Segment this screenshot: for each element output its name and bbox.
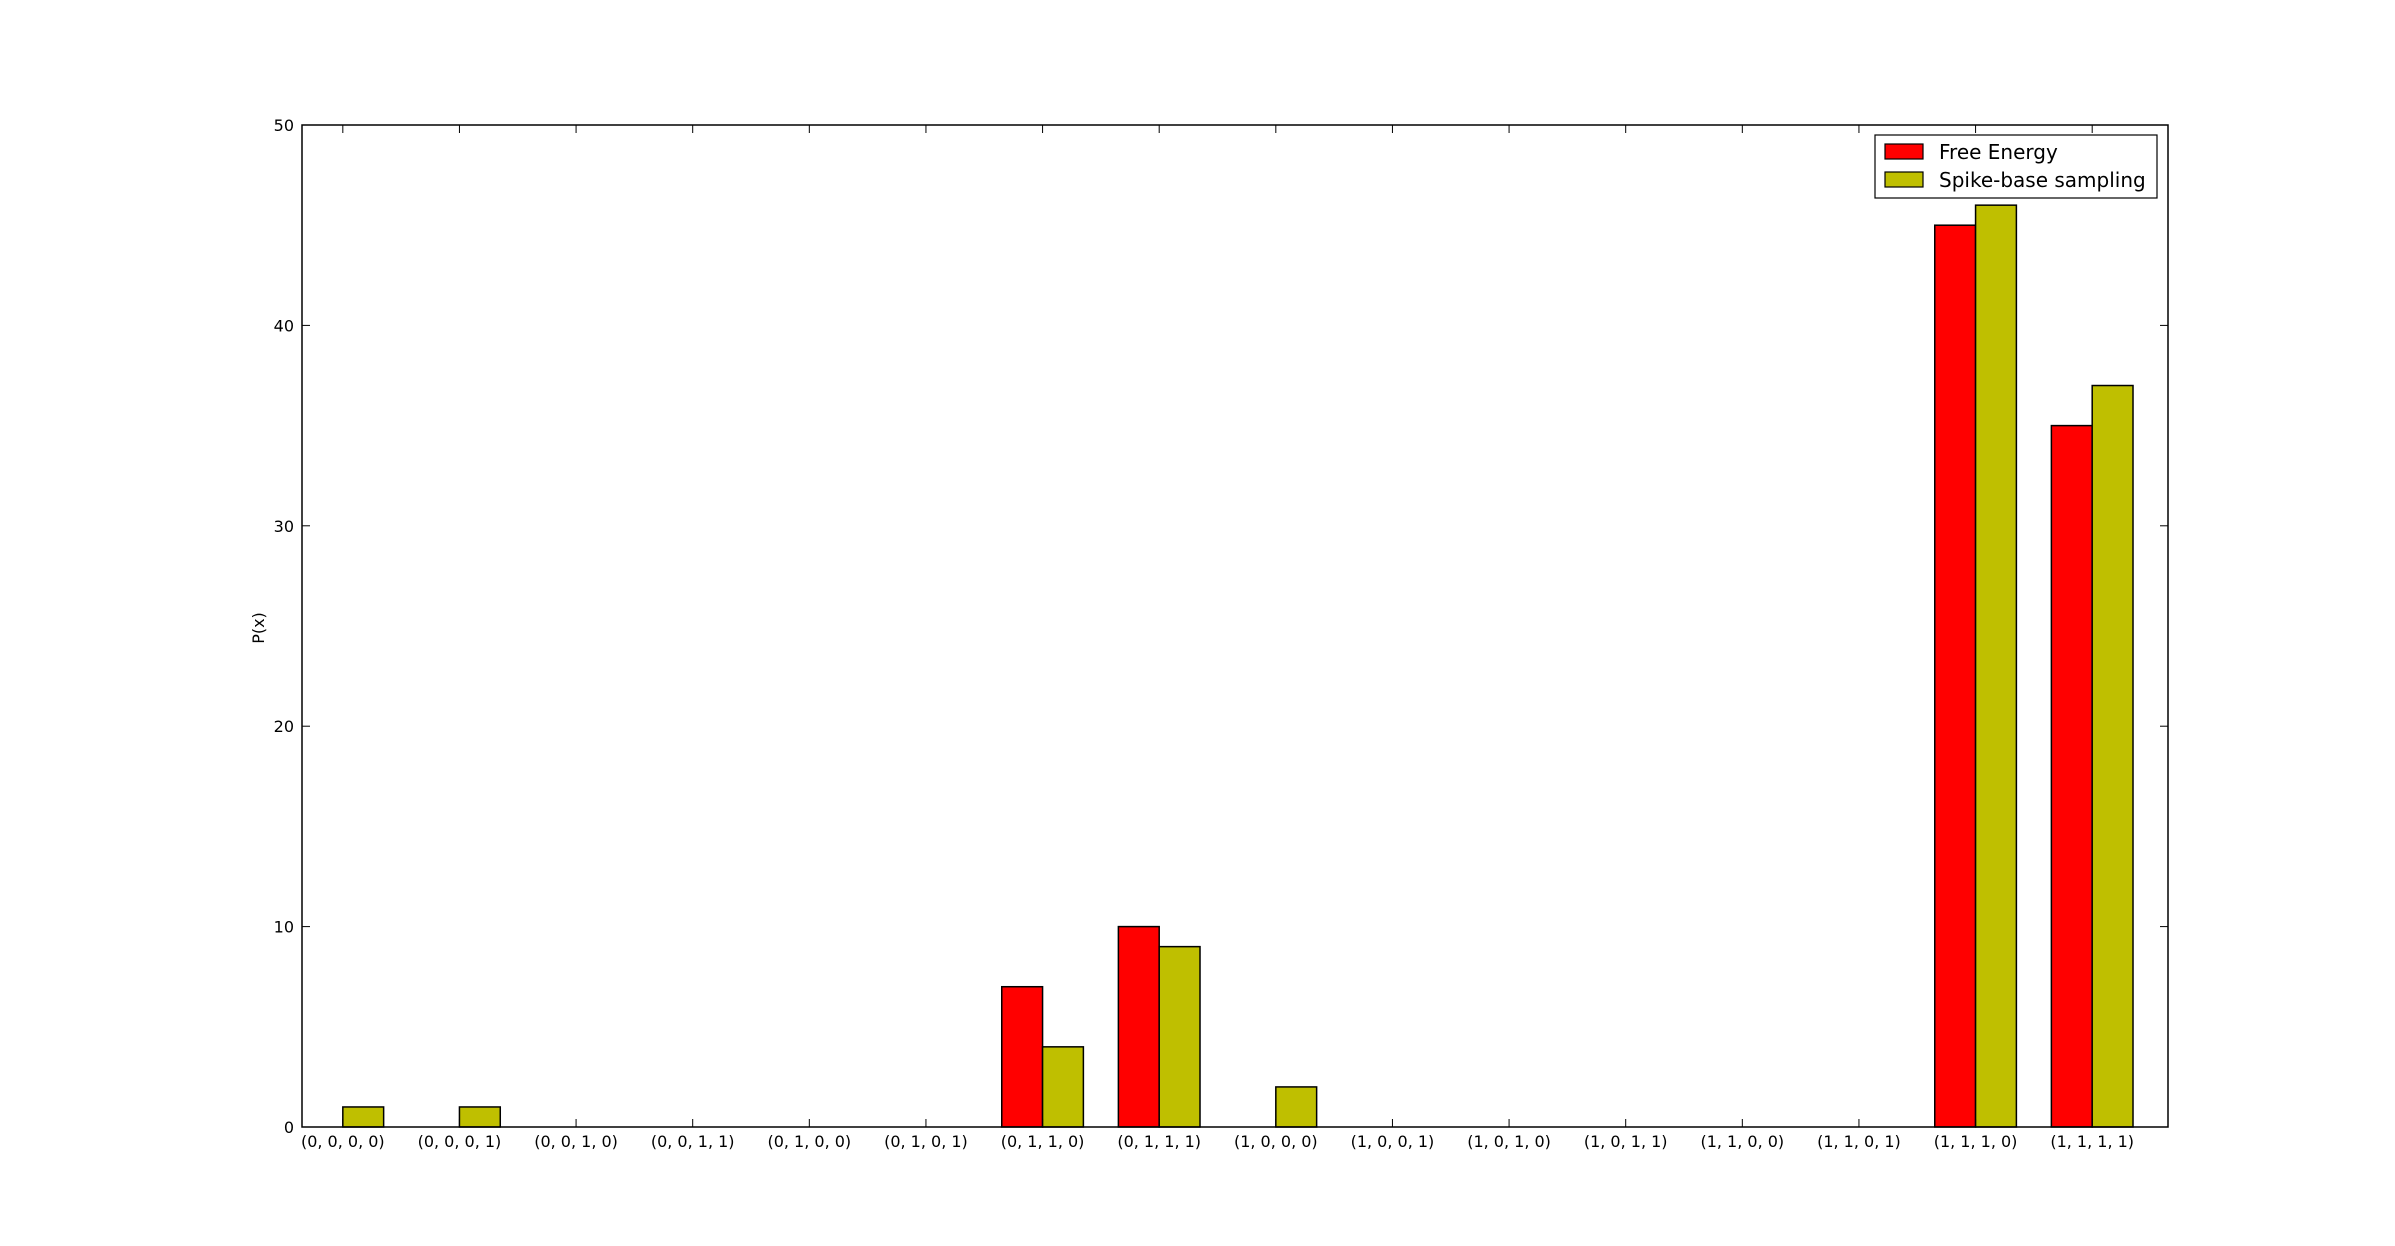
bar-spike-sampling-15	[2091, 384, 2134, 1128]
bar-free-energy-15	[2050, 424, 2093, 1128]
x-tick-label: (0, 0, 1, 1)	[651, 1132, 735, 1151]
y-tick-label: 40	[274, 316, 294, 335]
x-tick-label: (1, 1, 1, 1)	[2050, 1132, 2134, 1151]
bar-spike-sampling-8	[1275, 1086, 1318, 1128]
x-tick-label: (0, 1, 0, 1)	[884, 1132, 968, 1151]
legend: Free Energy Spike-base sampling	[1874, 134, 2158, 199]
y-tick-label: 50	[274, 116, 294, 135]
y-tick-label: 20	[274, 717, 294, 736]
y-tick-label: 10	[274, 918, 294, 937]
x-tick-label: (1, 0, 0, 0)	[1234, 1132, 1318, 1151]
bar-spike-sampling-14	[1974, 204, 2018, 1128]
x-tick-label: (0, 0, 1, 0)	[534, 1132, 618, 1151]
ticks-layer: (0, 0, 0, 0) (0, 0, 0, 1) (0, 0, 1, 0) (0, …	[274, 116, 2168, 1151]
plot-frame	[301, 124, 2169, 1128]
x-tick-label: (1, 0, 1, 0)	[1467, 1132, 1551, 1151]
bar-free-energy-14	[1934, 224, 1977, 1128]
y-tick-label: 0	[284, 1118, 294, 1137]
bar-spike-sampling-7	[1158, 945, 1201, 1128]
x-tick-label: (1, 1, 0, 1)	[1817, 1132, 1901, 1151]
legend-label: Free Energy	[1939, 140, 2058, 164]
x-tick-label: (0, 1, 1, 0)	[1001, 1132, 1085, 1151]
legend-swatch	[1884, 171, 1924, 188]
x-tick-label: (0, 1, 0, 0)	[767, 1132, 851, 1151]
x-tick-label: (0, 0, 0, 1)	[418, 1132, 502, 1151]
y-tick-label: 30	[274, 517, 294, 536]
bar-free-energy-6	[1001, 985, 1044, 1128]
x-tick-label: (0, 0, 0, 0)	[301, 1132, 385, 1151]
y-axis-label: P(x)	[249, 612, 268, 644]
x-tick-label: (1, 1, 1, 0)	[1934, 1132, 2018, 1151]
x-tick-label: (1, 1, 0, 0)	[1700, 1132, 1784, 1151]
bar-spike-sampling-6	[1041, 1046, 1085, 1128]
legend-swatch	[1884, 143, 1924, 160]
bar-free-energy-7	[1117, 925, 1160, 1128]
bar-spike-sampling-1	[458, 1106, 502, 1128]
x-tick-label: (0, 1, 1, 1)	[1117, 1132, 1201, 1151]
bar-spike-sampling-0	[342, 1106, 385, 1128]
legend-label: Spike-base sampling	[1939, 168, 2146, 192]
x-tick-label: (1, 0, 1, 1)	[1584, 1132, 1668, 1151]
x-tick-label: (1, 0, 0, 1)	[1351, 1132, 1435, 1151]
bars-layer	[342, 204, 2134, 1128]
